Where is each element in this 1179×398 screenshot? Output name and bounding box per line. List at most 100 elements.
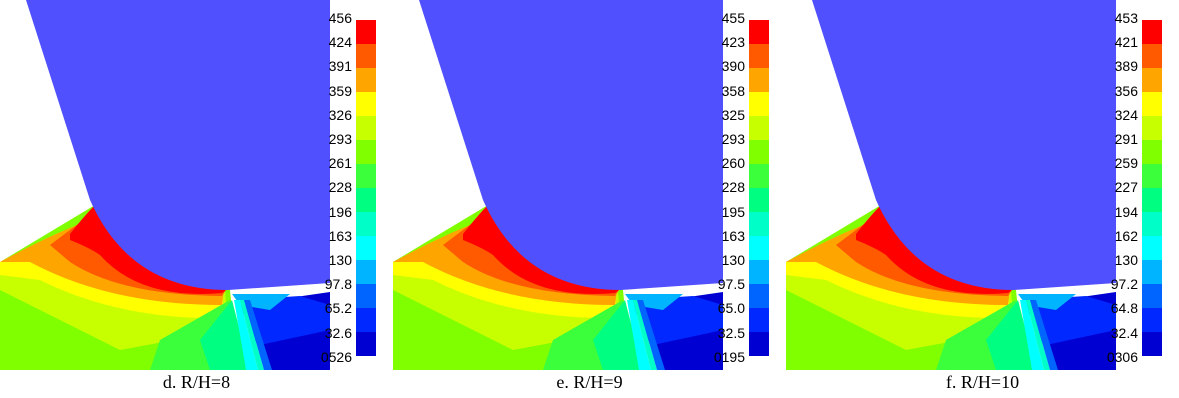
contour-band-13 (240, 300, 264, 370)
colorbar-tick-label: 356 (1114, 82, 1138, 99)
colorbar-swatch (749, 68, 769, 92)
contour-plot (0, 0, 330, 370)
colorbar-swatch (1142, 236, 1162, 260)
contour-band-12 (1020, 300, 1044, 370)
colorbar-swatch (749, 188, 769, 212)
colorbar-tick-label: 293 (721, 131, 745, 147)
colorbar-tick-label: 163 (328, 227, 352, 244)
colorbar-swatch (356, 92, 376, 116)
colorbar-swatch (1142, 164, 1162, 188)
colorbar-tick-label: 291 (1114, 131, 1138, 147)
colorbar-swatch (749, 20, 769, 44)
colorbar-tick-label: 261 (328, 155, 352, 172)
colorbar (749, 20, 769, 356)
colorbar-swatch (1142, 308, 1162, 332)
colorbar-swatch (1142, 260, 1162, 284)
contour-band-8 (593, 300, 643, 370)
colorbar-tick-label: 64.8 (1110, 300, 1138, 317)
colorbar-tick-label: 163 (721, 227, 745, 244)
contour-band-13 (1026, 300, 1050, 370)
colorbar-tick-label: 390 (721, 58, 745, 75)
contour-panel-d: 456 424 391 359 326 293 261 228 196 163 130 97.8 65.… (0, 0, 393, 398)
colorbar-tick-label: 65.0 (717, 300, 745, 317)
colorbar-tick-label: 421 (1114, 34, 1138, 51)
colorbar-tick-label: 455 (721, 10, 745, 26)
colorbar-swatch (356, 140, 376, 164)
colorbar (356, 20, 376, 356)
colorbar-swatch (1142, 116, 1162, 140)
colorbar-swatch (749, 308, 769, 332)
contour-band-14 (1030, 300, 1058, 370)
colorbar-swatch (1142, 284, 1162, 308)
contour-band-8 (200, 300, 250, 370)
colorbar-tick-label: 293 (328, 131, 352, 147)
colorbar-tick-label: 324 (1114, 106, 1138, 123)
colorbar-tick-label: 260 (721, 155, 745, 172)
colorbar-tick-label: 65.2 (324, 300, 352, 317)
colorbar-swatch (356, 212, 376, 236)
colorbar-tick-label: 325 (721, 106, 745, 123)
caption: e. R/H=9 (556, 372, 623, 392)
caption: d. R/H=8 (162, 372, 231, 392)
colorbar-tick-label: 32.6 (324, 324, 352, 341)
contour-plot (393, 0, 723, 370)
colorbar-tick-label: 0306 (1106, 348, 1138, 365)
colorbar-swatch (356, 332, 376, 356)
colorbar-swatch (356, 260, 376, 284)
colorbar-tick-label: 130 (721, 252, 745, 268)
contour-band-14 (244, 300, 272, 370)
colorbar-swatch (356, 44, 376, 68)
colorbar-swatch (749, 212, 769, 236)
colorbar-swatch (1142, 20, 1162, 44)
colorbar-tick-label: 228 (721, 179, 745, 196)
contour-band-12 (234, 300, 258, 370)
colorbar-swatch (1142, 140, 1162, 164)
colorbar-swatch (1142, 212, 1162, 236)
colorbar-tick-label: 195 (721, 203, 745, 220)
colorbar-swatch (356, 236, 376, 260)
caption: f. R/H=10 (945, 372, 1020, 392)
colorbar-swatch (749, 116, 769, 140)
contour-band-12 (627, 300, 651, 370)
colorbar-swatch (749, 260, 769, 284)
colorbar-tick-label: 196 (328, 203, 352, 220)
colorbar-swatch (749, 164, 769, 188)
colorbar-tick-label: 32.4 (1110, 324, 1138, 341)
colorbar-tick-label: 326 (328, 106, 352, 123)
colorbar-tick-label: 423 (721, 34, 745, 51)
colorbar-tick-label: 391 (328, 58, 352, 75)
tool-region (812, 0, 1116, 290)
contour-band-8 (986, 300, 1036, 370)
colorbar-tick-label: 228 (328, 179, 352, 196)
colorbar-swatch (1142, 44, 1162, 68)
colorbar-tick-label: 32.5 (717, 324, 745, 341)
colorbar-swatch (1142, 68, 1162, 92)
colorbar-swatch (356, 20, 376, 44)
colorbar-tick-label: 456 (328, 10, 352, 26)
colorbar-swatch (749, 92, 769, 116)
colorbar-tick-label: 130 (328, 252, 352, 268)
colorbar-swatch (1142, 92, 1162, 116)
contour-panel-e: 455 423 390 358 325 293 260 228 195 163 130 97.5 65.… (393, 0, 786, 398)
colorbar-swatch (749, 332, 769, 356)
colorbar-tick-label: 0195 (713, 348, 745, 365)
colorbar-swatch (356, 68, 376, 92)
tool-region (419, 0, 723, 290)
colorbar-swatch (356, 188, 376, 212)
colorbar-tick-label: 97.5 (717, 276, 745, 293)
colorbar-swatch (749, 236, 769, 260)
colorbar-tick-label: 194 (1114, 203, 1138, 220)
tool-region (26, 0, 330, 290)
colorbar-swatch (749, 44, 769, 68)
colorbar-swatch (356, 284, 376, 308)
colorbar-swatch (749, 140, 769, 164)
colorbar-swatch (1142, 332, 1162, 356)
colorbar-tick-label: 259 (1114, 155, 1138, 172)
colorbar-swatch (356, 116, 376, 140)
contour-band-14 (637, 300, 665, 370)
colorbar-tick-label: 97.8 (324, 276, 352, 293)
contour-plot (786, 0, 1116, 370)
contour-band-13 (633, 300, 657, 370)
colorbar-swatch (1142, 188, 1162, 212)
colorbar-tick-label: 358 (721, 82, 745, 99)
